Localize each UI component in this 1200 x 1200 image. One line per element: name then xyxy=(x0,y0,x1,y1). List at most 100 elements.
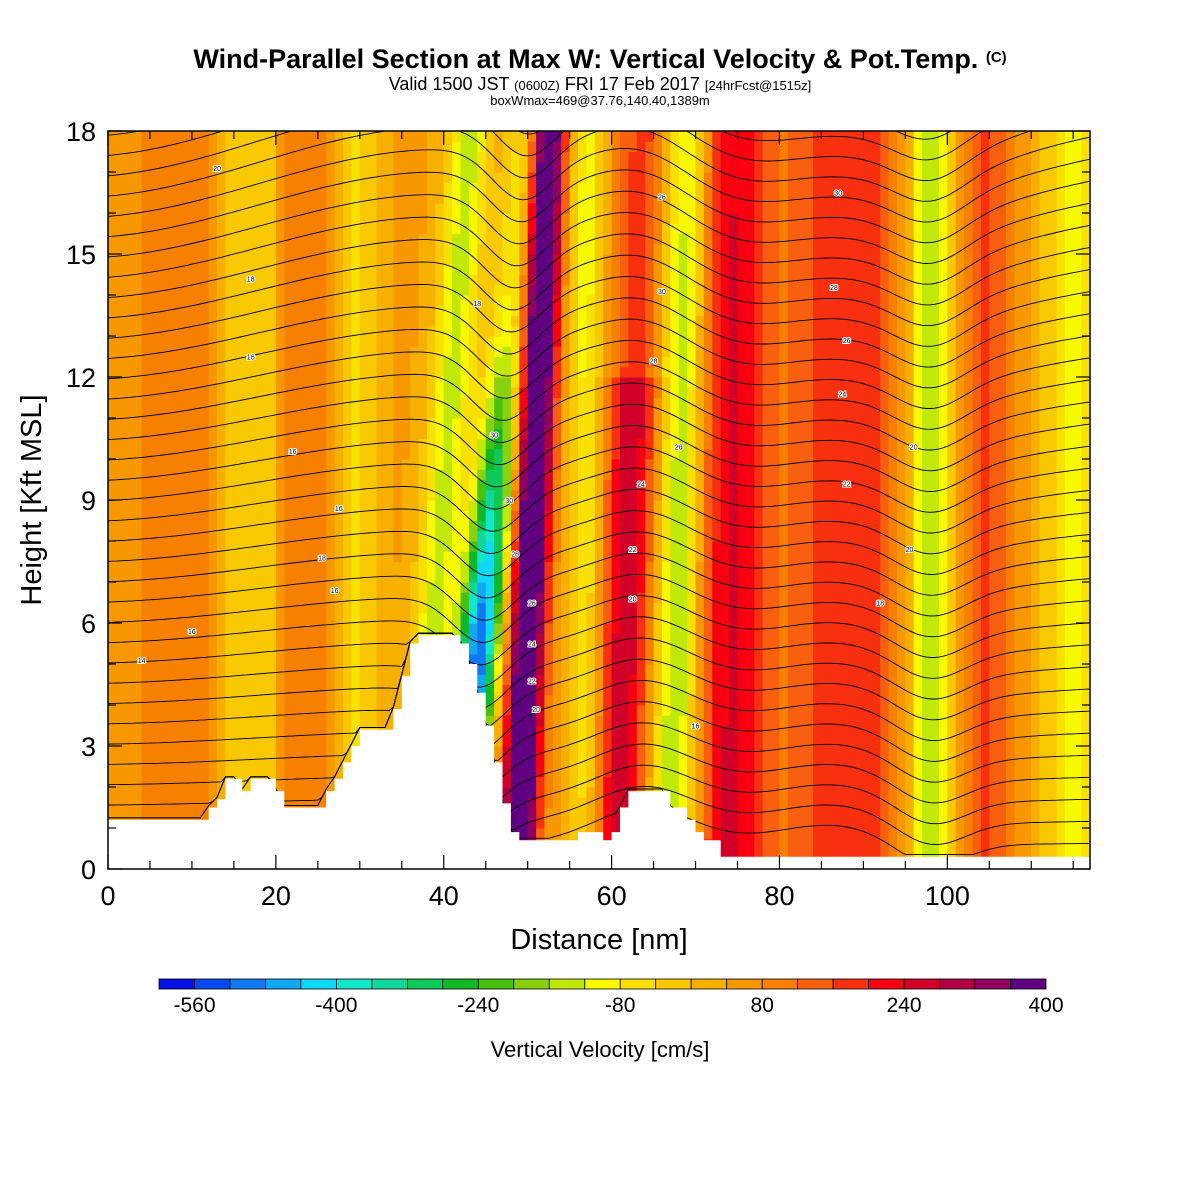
w-cell xyxy=(217,243,227,255)
w-cell xyxy=(343,715,352,727)
w-cell xyxy=(284,254,294,265)
w-cell xyxy=(527,182,537,194)
w-cell xyxy=(603,305,613,317)
w-cell xyxy=(569,387,579,399)
w-cell xyxy=(275,612,285,624)
w-cell xyxy=(317,674,327,686)
w-cell xyxy=(494,428,504,440)
w-cell xyxy=(242,284,252,296)
w-cell xyxy=(343,295,352,306)
w-cell xyxy=(208,592,218,604)
w-cell xyxy=(368,551,378,563)
w-cell xyxy=(435,151,445,163)
w-cell xyxy=(645,459,655,470)
w-cell xyxy=(242,233,252,245)
w-cell xyxy=(200,725,210,737)
w-cell xyxy=(393,438,403,450)
w-cell xyxy=(569,530,579,542)
w-cell xyxy=(376,541,386,552)
w-cell xyxy=(636,602,646,614)
w-cell xyxy=(603,643,613,655)
w-cell xyxy=(267,336,277,347)
w-cell xyxy=(569,510,579,522)
w-cell xyxy=(183,366,193,378)
w-cell xyxy=(661,397,671,409)
w-cell xyxy=(376,223,386,235)
w-cell xyxy=(578,223,587,235)
w-cell xyxy=(343,264,352,276)
w-cell xyxy=(426,510,436,522)
w-cell xyxy=(175,131,185,142)
w-cell xyxy=(301,756,310,768)
w-cell xyxy=(150,479,159,491)
w-cell xyxy=(275,694,285,706)
w-cell xyxy=(569,131,579,142)
w-cell xyxy=(561,787,571,798)
w-cell xyxy=(435,274,445,286)
w-cell xyxy=(578,551,587,563)
w-cell xyxy=(250,397,260,409)
w-cell xyxy=(284,489,294,501)
w-cell xyxy=(141,428,151,440)
w-cell xyxy=(569,161,579,173)
w-cell xyxy=(141,623,151,634)
w-cell xyxy=(653,489,663,501)
w-cell xyxy=(645,756,655,768)
w-cell xyxy=(418,325,428,337)
w-cell xyxy=(628,705,638,716)
w-cell xyxy=(636,541,646,552)
w-cell xyxy=(259,551,269,563)
w-cell xyxy=(116,182,126,194)
w-cell xyxy=(594,612,604,624)
w-cell xyxy=(636,664,646,675)
w-cell xyxy=(259,623,269,634)
w-cell xyxy=(536,151,546,163)
w-cell xyxy=(485,510,495,522)
w-cell xyxy=(620,592,629,604)
w-cell xyxy=(477,315,487,327)
w-cell xyxy=(208,213,218,224)
w-cell xyxy=(536,807,546,819)
w-cell xyxy=(653,459,663,470)
w-cell xyxy=(368,448,378,460)
w-cell xyxy=(175,479,185,491)
w-cell xyxy=(410,438,420,450)
w-cell xyxy=(259,182,269,194)
w-cell xyxy=(536,438,546,450)
w-cell xyxy=(225,551,235,563)
w-cell xyxy=(645,766,655,778)
w-cell xyxy=(603,284,613,296)
w-cell xyxy=(284,530,294,542)
w-cell xyxy=(183,141,193,153)
w-cell xyxy=(468,479,478,491)
w-cell xyxy=(200,459,210,470)
w-cell xyxy=(351,213,361,224)
w-cell xyxy=(678,469,688,481)
w-cell xyxy=(217,582,227,593)
w-cell xyxy=(435,202,445,214)
w-cell xyxy=(250,582,260,593)
w-cell xyxy=(527,797,537,809)
w-cell xyxy=(519,356,529,368)
w-cell xyxy=(527,161,537,173)
w-cell xyxy=(653,243,663,255)
w-cell xyxy=(628,551,638,563)
w-cell xyxy=(636,305,646,317)
w-cell xyxy=(552,254,562,265)
w-cell xyxy=(217,233,227,245)
w-cell xyxy=(368,469,378,481)
w-cell xyxy=(301,315,310,327)
w-cell xyxy=(401,418,411,429)
w-cell xyxy=(435,387,445,399)
w-cell xyxy=(267,541,277,552)
w-cell xyxy=(519,223,529,235)
w-cell xyxy=(569,213,579,224)
w-cell xyxy=(175,582,185,593)
w-cell xyxy=(183,418,193,429)
w-cell xyxy=(645,315,655,327)
w-cell xyxy=(150,561,159,573)
w-cell xyxy=(242,530,252,542)
w-cell xyxy=(611,643,621,655)
w-cell xyxy=(594,284,604,296)
w-cell xyxy=(267,520,277,532)
